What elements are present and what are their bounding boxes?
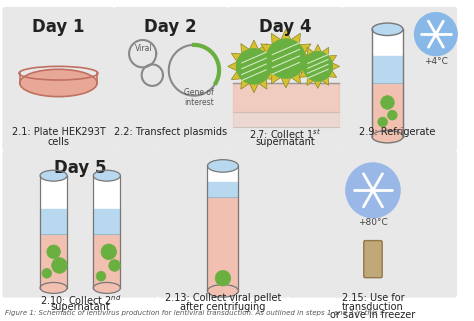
Ellipse shape bbox=[40, 282, 67, 293]
Polygon shape bbox=[93, 176, 120, 288]
Ellipse shape bbox=[372, 130, 403, 143]
Text: Figure 1: Schematic of lentivirus production for lentiviral transduction. As out: Figure 1: Schematic of lentivirus produc… bbox=[5, 310, 383, 317]
Ellipse shape bbox=[40, 170, 67, 181]
Polygon shape bbox=[208, 197, 238, 291]
FancyBboxPatch shape bbox=[228, 7, 343, 151]
Text: Day 4: Day 4 bbox=[259, 18, 311, 36]
Polygon shape bbox=[93, 234, 120, 288]
Circle shape bbox=[381, 96, 394, 109]
Text: 2.15: Use for: 2.15: Use for bbox=[342, 293, 404, 303]
Circle shape bbox=[96, 271, 106, 281]
Text: 2.13: Collect viral pellet: 2.13: Collect viral pellet bbox=[165, 293, 281, 303]
FancyBboxPatch shape bbox=[2, 7, 115, 151]
Polygon shape bbox=[372, 56, 403, 83]
Circle shape bbox=[378, 117, 387, 127]
Ellipse shape bbox=[208, 160, 238, 172]
Text: or save in freezer: or save in freezer bbox=[330, 310, 416, 320]
Circle shape bbox=[215, 270, 231, 286]
Ellipse shape bbox=[93, 170, 120, 181]
Circle shape bbox=[303, 52, 332, 81]
Text: +4°C: +4°C bbox=[424, 56, 448, 65]
Polygon shape bbox=[257, 29, 315, 88]
Circle shape bbox=[346, 163, 400, 218]
Text: after centrifuging: after centrifuging bbox=[180, 302, 265, 312]
Polygon shape bbox=[40, 176, 67, 288]
Polygon shape bbox=[40, 209, 67, 234]
FancyBboxPatch shape bbox=[157, 150, 289, 298]
FancyBboxPatch shape bbox=[364, 241, 382, 278]
Circle shape bbox=[109, 260, 120, 271]
Circle shape bbox=[47, 245, 60, 259]
Circle shape bbox=[42, 268, 52, 278]
Ellipse shape bbox=[208, 285, 238, 297]
Polygon shape bbox=[228, 40, 280, 93]
Polygon shape bbox=[372, 29, 403, 137]
Polygon shape bbox=[208, 166, 238, 291]
Ellipse shape bbox=[20, 69, 97, 97]
Text: 2.9: Refrigerate: 2.9: Refrigerate bbox=[359, 127, 435, 137]
Text: +80°C: +80°C bbox=[358, 218, 388, 227]
Text: transduction: transduction bbox=[342, 302, 404, 312]
Circle shape bbox=[415, 13, 457, 56]
Text: interest: interest bbox=[184, 98, 214, 107]
Circle shape bbox=[266, 39, 305, 78]
Text: supernatant: supernatant bbox=[255, 137, 315, 147]
Polygon shape bbox=[93, 209, 120, 234]
Circle shape bbox=[237, 49, 271, 84]
Circle shape bbox=[52, 258, 67, 273]
Text: 2.7: Collect 1$^{st}$: 2.7: Collect 1$^{st}$ bbox=[249, 127, 321, 141]
Text: 2.2: Transfect plasmids: 2.2: Transfect plasmids bbox=[114, 127, 227, 137]
Text: Day 2: Day 2 bbox=[145, 18, 197, 36]
Circle shape bbox=[101, 244, 117, 260]
Text: Viral: Viral bbox=[135, 44, 153, 53]
Polygon shape bbox=[233, 112, 339, 127]
Text: Day 5: Day 5 bbox=[55, 159, 107, 177]
Polygon shape bbox=[208, 182, 238, 197]
FancyBboxPatch shape bbox=[114, 7, 229, 151]
Ellipse shape bbox=[372, 23, 403, 36]
FancyBboxPatch shape bbox=[288, 150, 457, 298]
Polygon shape bbox=[372, 83, 403, 137]
Text: cells: cells bbox=[47, 137, 70, 147]
Text: Gene of: Gene of bbox=[184, 88, 214, 97]
Text: Day 1: Day 1 bbox=[32, 18, 85, 36]
Text: supernatant: supernatant bbox=[51, 302, 110, 312]
Text: 2.1: Plate HEK293T: 2.1: Plate HEK293T bbox=[11, 127, 105, 137]
Circle shape bbox=[387, 110, 397, 120]
Polygon shape bbox=[40, 234, 67, 288]
Ellipse shape bbox=[93, 282, 120, 293]
FancyBboxPatch shape bbox=[2, 150, 158, 298]
Polygon shape bbox=[233, 83, 339, 112]
Polygon shape bbox=[296, 44, 339, 88]
Text: 2.10: Collect 2$^{nd}$: 2.10: Collect 2$^{nd}$ bbox=[40, 293, 121, 307]
FancyBboxPatch shape bbox=[342, 7, 457, 151]
